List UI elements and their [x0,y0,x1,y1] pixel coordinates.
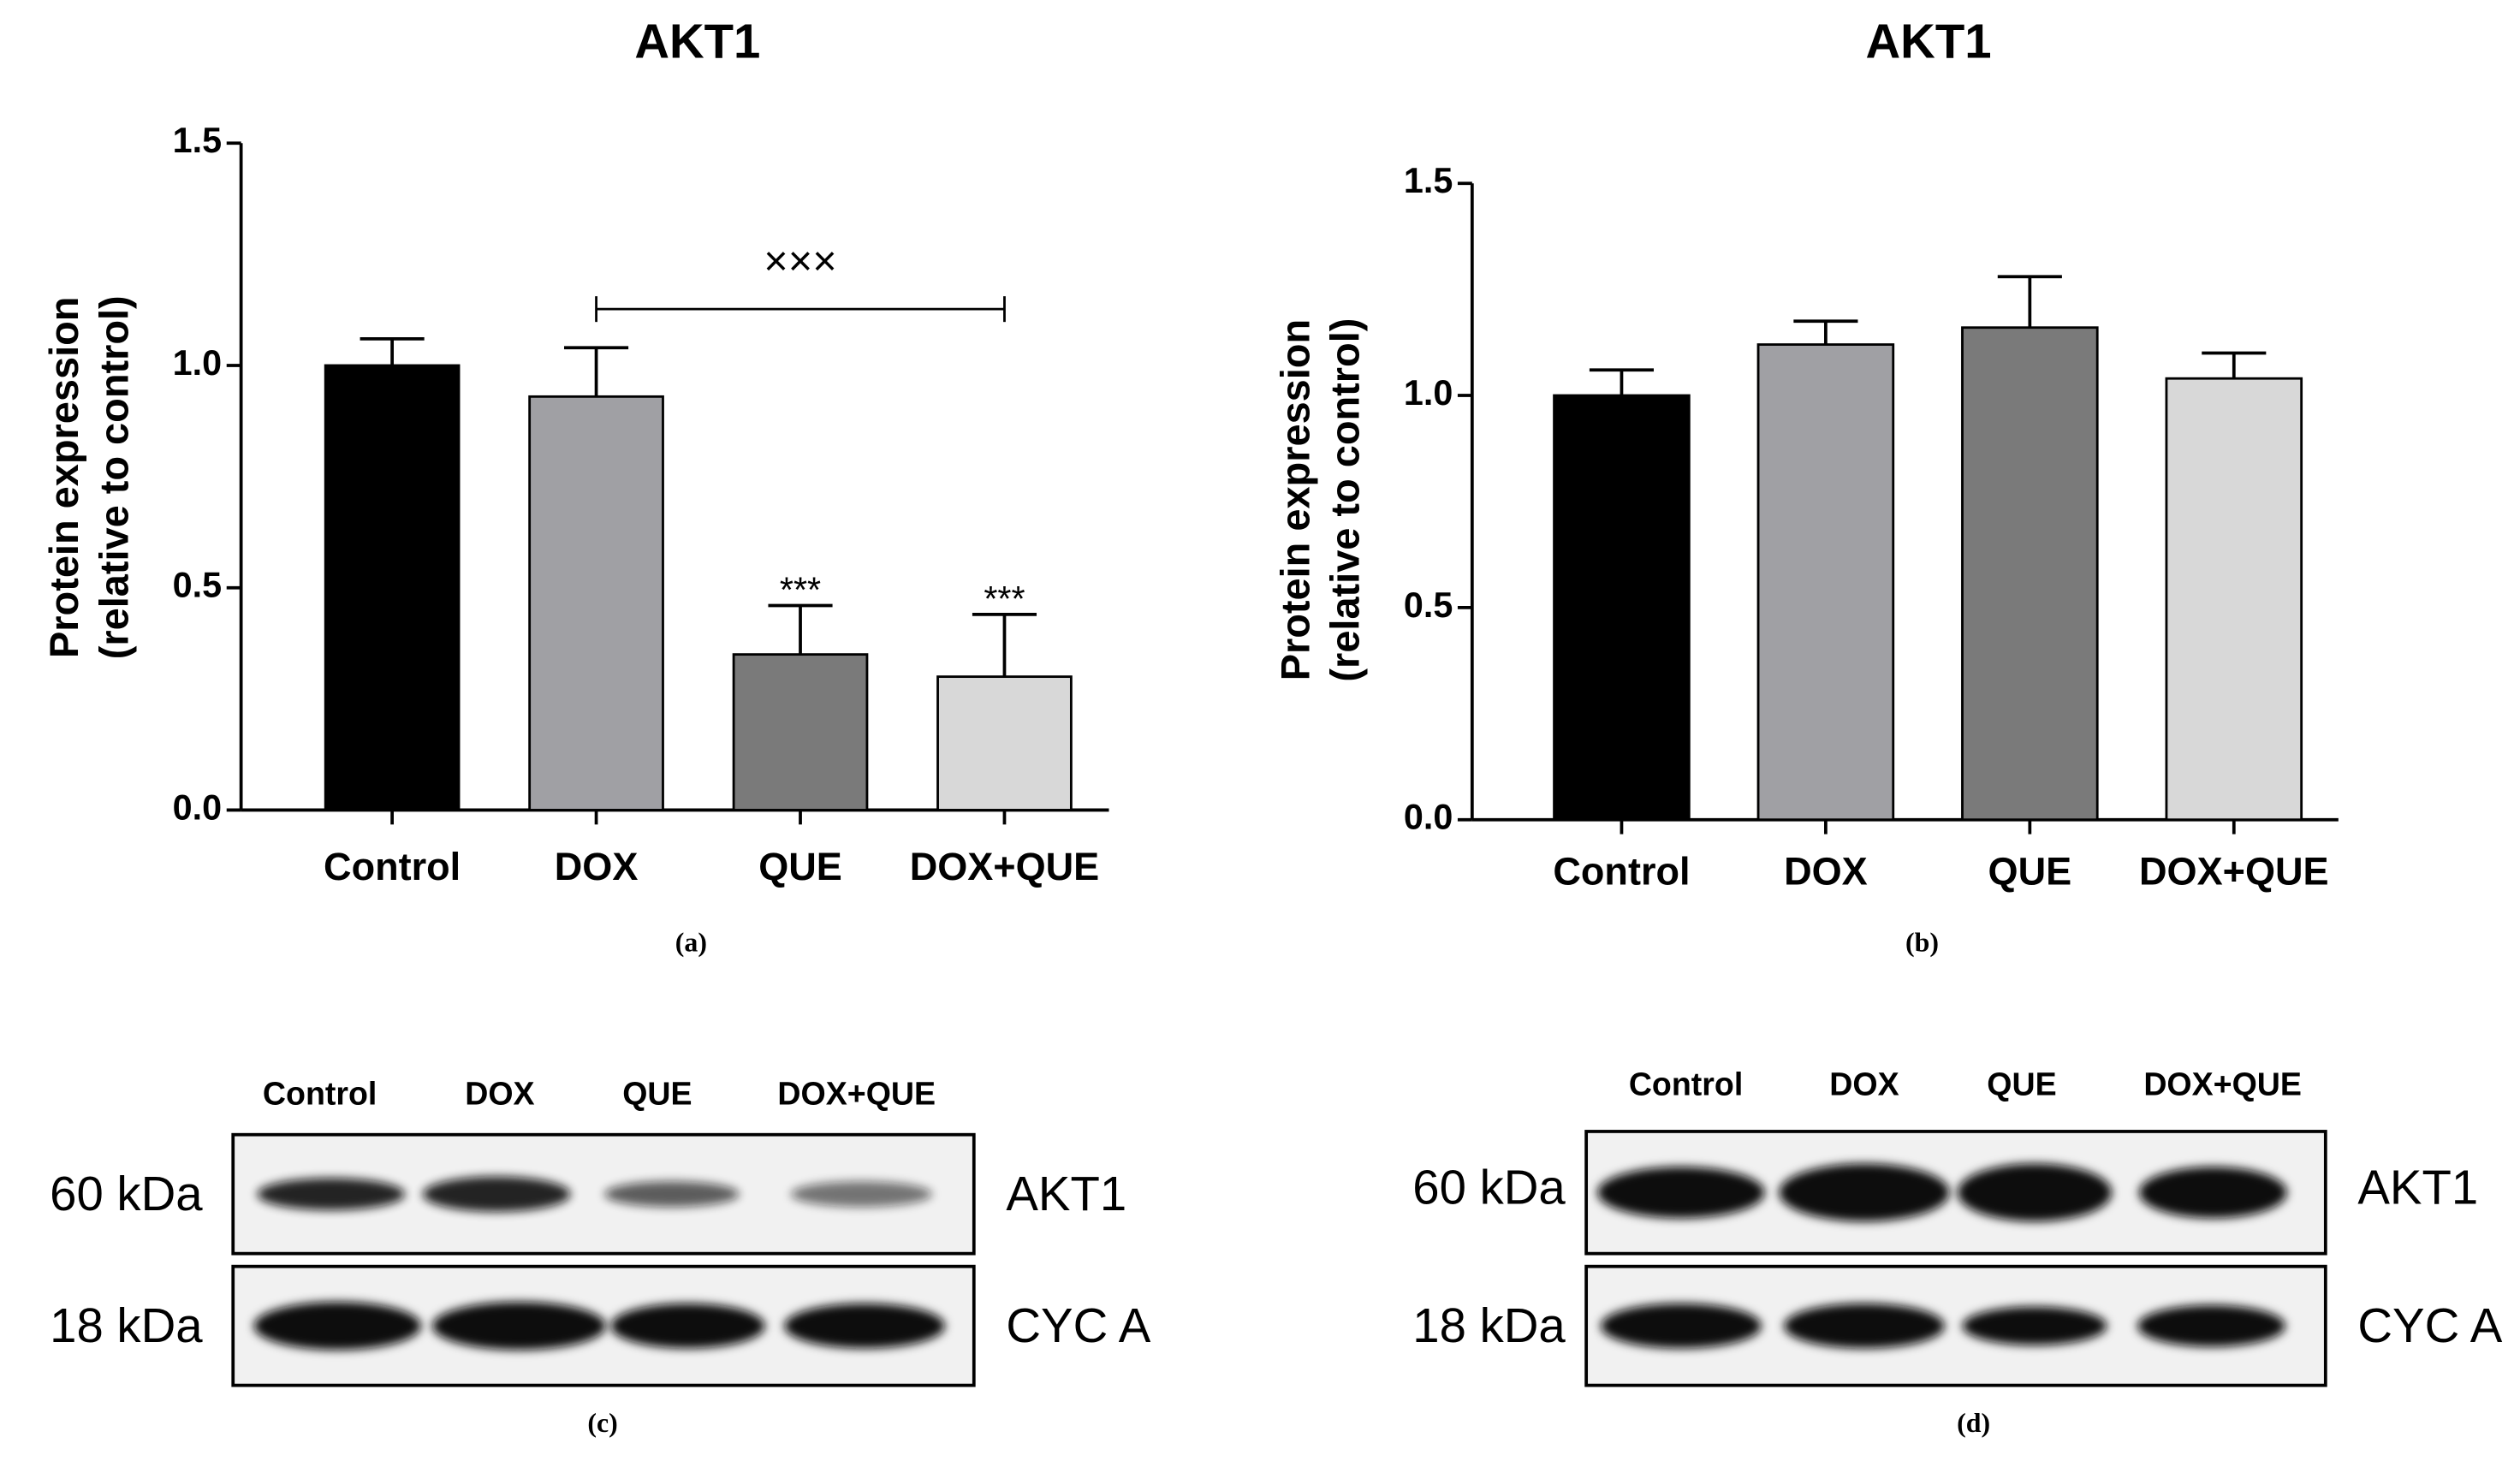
significance-label: *** [780,570,821,609]
lane-label: Control [263,1076,377,1112]
lane-label: QUE [1987,1066,2056,1102]
protein-label: AKT1 [1006,1167,1126,1220]
chart-title: AKT1 [634,15,760,68]
bracket-label: ××× [764,238,837,284]
y-tick-label: 1.5 [1404,161,1453,200]
lane-label: DOX+QUE [2143,1066,2302,1102]
chart-title: AKT1 [1866,15,1992,68]
y-axis-label: Protein expression [42,297,86,658]
lane-label: Control [1629,1066,1743,1102]
panel-label: (b) [1905,927,1939,957]
blot-band [1779,1163,1950,1222]
molecular-weight: 18 kDa [1412,1298,1566,1352]
protein-label: CYC A [1006,1298,1150,1352]
molecular-weight: 60 kDa [1412,1160,1566,1214]
y-tick-label: 1.0 [1404,373,1453,413]
bar [732,653,869,811]
x-tick-label: QUE [1988,849,2072,893]
blot-band [2139,1167,2287,1219]
blot-band [1784,1303,1945,1349]
bar [324,364,461,811]
bar [528,395,664,811]
bar [1961,326,2099,822]
significance-label: *** [984,579,1025,619]
panel-label: (c) [587,1408,617,1438]
protein-label: AKT1 [2357,1160,2478,1214]
lane-label: DOX [465,1076,534,1112]
molecular-weight: 60 kDa [50,1167,203,1220]
x-tick-label: DOX+QUE [910,845,1100,888]
blot-band [610,1303,765,1349]
blot-band [603,1181,740,1208]
blot-band [1957,1163,2113,1222]
molecular-weight: 18 kDa [50,1298,203,1352]
blot-band [422,1176,571,1212]
blot-band [253,1301,421,1351]
y-axis-label: (relative to control) [92,295,136,659]
blot-band [1601,1303,1762,1349]
y-tick-label: 0.0 [1404,798,1453,837]
blot-band [790,1181,932,1208]
bar [1756,343,1895,822]
blot-band [257,1178,406,1210]
bar [936,675,1073,811]
x-tick-label: Control [324,845,461,888]
y-tick-label: 0.5 [173,566,222,605]
blot-band [2137,1304,2285,1347]
x-tick-label: QUE [758,845,842,888]
bar [1553,394,1691,822]
lane-label: DOX+QUE [777,1076,936,1112]
x-tick-label: Control [1553,849,1690,893]
blot-band [1597,1167,1765,1219]
y-tick-label: 1.0 [173,343,222,383]
x-tick-label: DOX [555,845,639,888]
panel-label: (d) [1957,1408,1990,1438]
x-tick-label: DOX [1784,849,1868,893]
blot-band [784,1303,945,1349]
bar [2165,377,2303,822]
y-axis-label: Protein expression [1273,319,1317,680]
y-tick-label: 0.5 [1404,585,1453,625]
y-tick-label: 1.5 [173,121,222,160]
protein-label: CYC A [2357,1298,2502,1352]
y-tick-label: 0.0 [173,787,222,827]
panel-label: (a) [675,927,707,957]
lane-label: QUE [622,1076,692,1112]
x-tick-label: DOX+QUE [2139,849,2329,893]
lane-label: DOX [1829,1066,1899,1102]
blot-band [432,1301,606,1351]
blot-band [1962,1306,2107,1345]
y-axis-label: (relative to control) [1323,318,1368,682]
